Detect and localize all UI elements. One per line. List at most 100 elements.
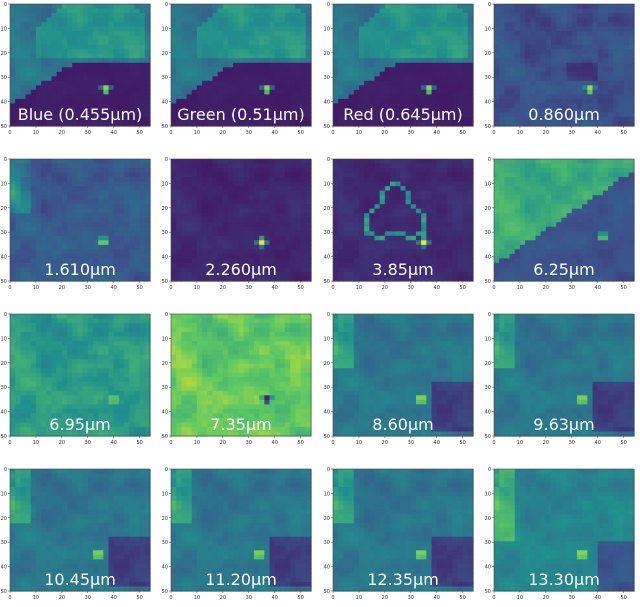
heatmap-cell <box>514 26 521 32</box>
heatmap-cell <box>285 199 291 205</box>
heatmap-cell <box>305 195 312 201</box>
heatmap-cell <box>144 49 151 55</box>
heatmap-cell <box>353 107 360 114</box>
heatmap-cell <box>374 35 381 41</box>
heatmap-cell <box>597 80 604 86</box>
heatmap-cell <box>72 240 79 246</box>
heatmap-cell <box>129 13 136 19</box>
heatmap-cell <box>108 26 115 32</box>
heatmap-cell <box>124 253 130 260</box>
heatmap-cell <box>118 26 125 32</box>
heatmap-cell <box>217 94 224 100</box>
heatmap-cell <box>358 163 365 169</box>
heatmap-cell <box>228 222 234 228</box>
heatmap-cell <box>628 4 635 10</box>
heatmap-cell <box>300 204 307 210</box>
heatmap-cell <box>98 271 104 278</box>
heatmap-cell <box>415 71 422 77</box>
heatmap-cell <box>30 71 37 77</box>
heatmap-cell <box>264 235 271 241</box>
heatmap-cell <box>51 103 58 109</box>
x-tick-label: 50 <box>136 285 142 291</box>
heatmap-cell <box>338 58 344 64</box>
heatmap-cell <box>369 89 376 95</box>
heatmap-cell <box>87 262 94 269</box>
heatmap-cell <box>139 62 146 68</box>
heatmap-cell <box>217 244 224 250</box>
heatmap-cell <box>222 271 229 278</box>
heatmap-cell <box>358 62 365 68</box>
heatmap-cell <box>269 31 276 37</box>
heatmap-cell <box>353 58 360 64</box>
heatmap-cell <box>504 26 511 32</box>
heatmap-cell <box>56 13 63 19</box>
heatmap-cell <box>436 217 443 223</box>
heatmap-cell <box>118 4 125 10</box>
heatmap-cell <box>400 186 407 192</box>
heatmap-cell <box>353 177 360 183</box>
heatmap-cell <box>519 116 526 123</box>
heatmap-cell <box>290 22 297 28</box>
heatmap-cell <box>82 13 89 19</box>
heatmap-cell <box>405 85 412 91</box>
heatmap-cell <box>269 44 276 50</box>
heatmap-cell <box>10 168 16 174</box>
heatmap-cell <box>15 249 21 255</box>
heatmap-cell <box>82 235 89 241</box>
heatmap-cell <box>259 13 265 19</box>
heatmap-cell <box>613 76 620 82</box>
heatmap-cell <box>426 112 433 118</box>
heatmap-cell <box>259 40 265 46</box>
heatmap-cell <box>82 240 89 246</box>
heatmap-cell <box>369 177 376 183</box>
heatmap-cell <box>462 222 469 228</box>
heatmap-cell <box>217 112 224 118</box>
heatmap-cell <box>222 31 229 37</box>
heatmap-cell <box>535 76 542 82</box>
heatmap-cell <box>129 40 136 46</box>
heatmap-cell <box>87 271 94 278</box>
heatmap-cell <box>431 226 438 232</box>
heatmap-cell <box>222 217 229 223</box>
heatmap-cell <box>274 186 281 192</box>
heatmap-cell <box>384 181 391 187</box>
heatmap-cell <box>400 40 407 46</box>
heatmap-cell <box>171 31 177 37</box>
heatmap-cell <box>144 222 151 228</box>
heatmap-cell <box>238 249 245 255</box>
heatmap-cell <box>436 213 443 219</box>
heatmap-cell <box>364 76 370 82</box>
heatmap-cell <box>390 31 396 37</box>
heatmap-cell <box>61 62 68 68</box>
heatmap-cell <box>379 80 386 86</box>
heatmap-cell <box>499 112 505 118</box>
heatmap-cell <box>358 177 365 183</box>
heatmap-cell <box>333 177 339 183</box>
heatmap-cell <box>243 17 250 23</box>
heatmap-cell <box>176 94 182 100</box>
heatmap-cell <box>452 163 459 169</box>
heatmap-cell <box>41 253 47 260</box>
heatmap-cell <box>103 49 110 55</box>
heatmap-cell <box>217 267 224 273</box>
heatmap-cell <box>348 58 355 64</box>
heatmap-cell <box>82 94 89 100</box>
heatmap-cell <box>228 13 234 19</box>
heatmap-cell <box>447 231 453 237</box>
heatmap-cell <box>171 249 177 255</box>
heatmap-cell <box>103 177 110 183</box>
heatmap-cell <box>259 177 265 183</box>
heatmap-cell <box>20 49 27 55</box>
heatmap-cell <box>92 208 99 214</box>
heatmap-cell <box>61 112 68 118</box>
heatmap-cell <box>181 58 188 64</box>
heatmap-cell <box>98 76 104 82</box>
heatmap-cell <box>181 4 188 10</box>
heatmap-cell <box>390 107 396 114</box>
heatmap-cell <box>108 217 115 223</box>
heatmap-cell <box>51 98 58 105</box>
heatmap-cell <box>431 213 438 219</box>
heatmap-cell <box>77 4 84 10</box>
heatmap-cell <box>113 31 120 37</box>
heatmap-cell <box>56 8 63 14</box>
